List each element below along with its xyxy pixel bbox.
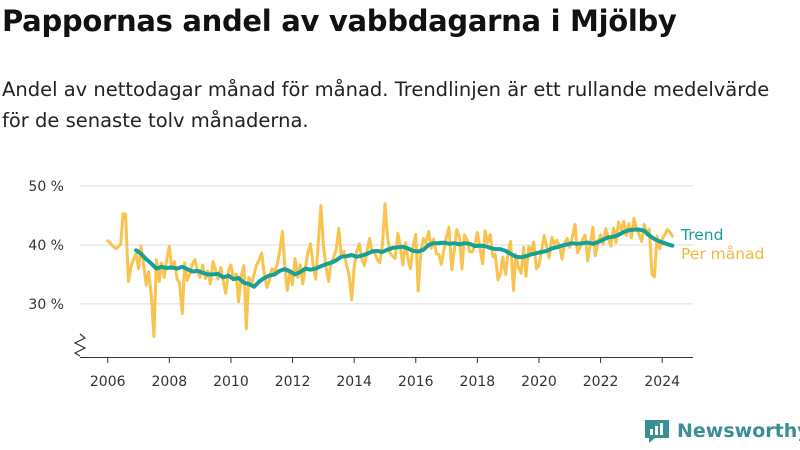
legend-label-trend: Trend [680,226,723,244]
series-line-trend [134,227,675,289]
series-layer [106,202,675,338]
x-tick-label: 2020 [521,374,557,390]
chart-subtitle: Andel av nettodagar månad för månad. Tre… [2,78,770,132]
axis-break-icon [73,333,87,357]
y-tick-label: 30 % [28,297,64,313]
y-tick-label: 50 % [28,179,64,195]
y-tick-label: 40 % [28,238,64,254]
x-tick-label: 2006 [90,374,126,390]
series-line-per-manad [106,202,674,338]
brand-logo: Newsworthy [643,418,800,444]
axes: 30 % 40 % 50 % 2006 2008 2010 2012 2014 2016 2018… [28,179,693,390]
x-tick-label: 2022 [583,374,619,390]
x-tick-label: 2016 [398,374,434,390]
x-tick-label: 2014 [336,374,372,390]
x-tick-label: 2012 [275,374,311,390]
x-tick-label: 2010 [213,374,249,390]
x-tick-label: 2008 [152,374,188,390]
legend-label-per-manad: Per månad [681,245,764,263]
x-tick-label: 2018 [460,374,496,390]
newsworthy-icon [645,420,669,443]
page-title: Pappornas andel av vabbdagarna i Mjölby [2,4,677,38]
x-tick-label: 2024 [644,374,680,390]
brand-name: Newsworthy [677,420,800,442]
